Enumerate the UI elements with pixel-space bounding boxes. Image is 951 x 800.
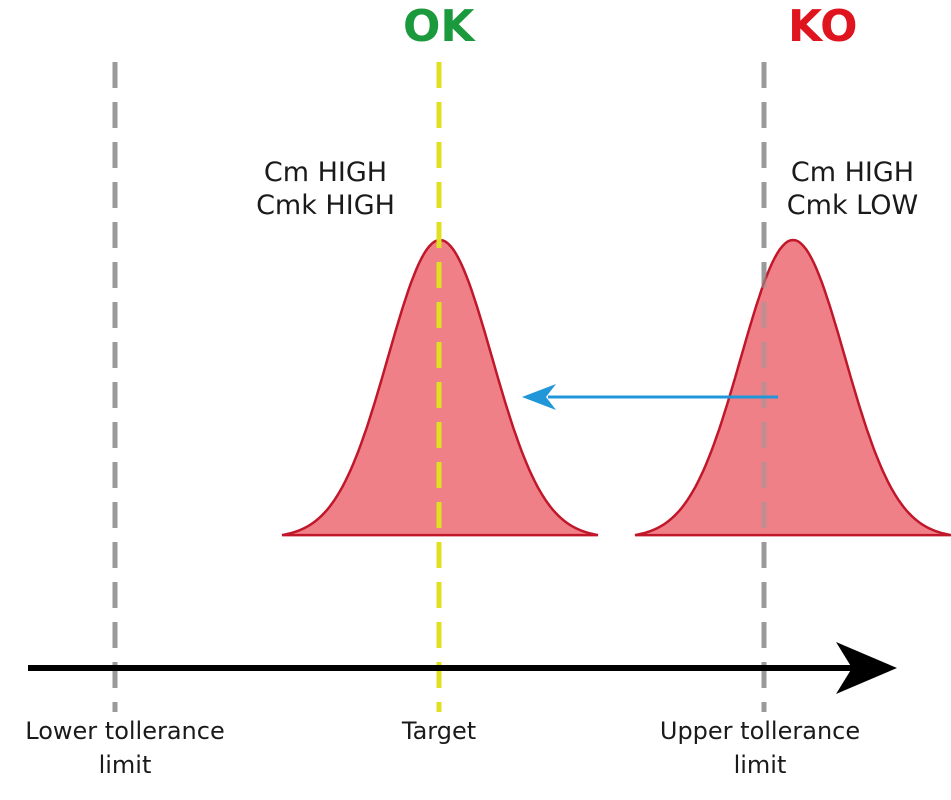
centered-curve-label: Cm HIGH Cmk HIGH [238, 156, 413, 222]
shifted-curve-label: Cm HIGH Cmk LOW [765, 156, 940, 222]
upper-limit-label-line2: limit [733, 751, 787, 779]
lower-limit-label-line2: limit [98, 751, 152, 779]
ok-status-label: OK [403, 1, 475, 52]
horizontal-axis-arrowhead [836, 642, 897, 694]
shifted-distribution-curve [634, 238, 951, 537]
centered-cm-text: Cm HIGH [263, 157, 388, 188]
shifted-cm-text: Cm HIGH [790, 157, 915, 188]
shifted-cmk-text: Cmk LOW [786, 190, 919, 221]
upper-limit-label: Upper tollerance limit [645, 714, 875, 782]
lower-limit-label-line1: Lower tollerance [25, 717, 225, 745]
lower-limit-label: Lower tollerance limit [10, 714, 240, 782]
centered-cmk-text: Cmk HIGH [256, 190, 395, 221]
target-label: Target [374, 714, 504, 748]
ko-status-label: KO [788, 1, 858, 52]
shift-arrow-head [522, 384, 556, 410]
target-label-text: Target [401, 717, 477, 745]
upper-limit-label-line1: Upper tollerance [659, 717, 861, 745]
